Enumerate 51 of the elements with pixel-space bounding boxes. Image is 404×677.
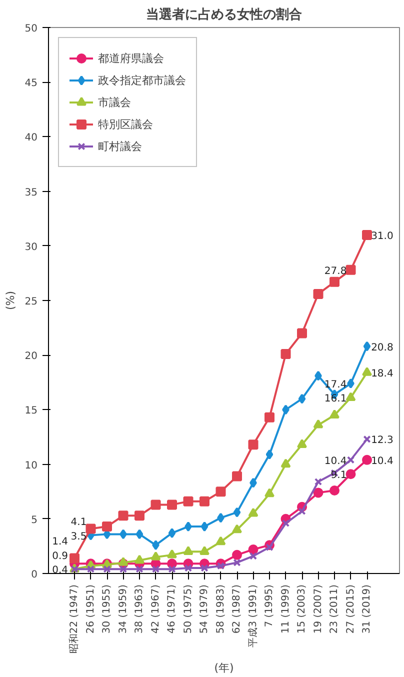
data-label: 10.4 bbox=[371, 456, 394, 467]
data-label: 18.4 bbox=[371, 368, 394, 380]
legend-label: 特別区議会 bbox=[98, 116, 153, 132]
x-axis-title: (年) bbox=[214, 662, 234, 675]
data-label: 4.1 bbox=[70, 517, 87, 528]
y-tick-label: 35 bbox=[24, 187, 38, 198]
data-label: 0.9 bbox=[52, 550, 68, 562]
x-tick-label: 23 (2011) bbox=[329, 584, 340, 634]
data-label: 16.1 bbox=[324, 394, 347, 405]
x-tick-label: 34 (1959) bbox=[118, 584, 129, 634]
data-label: 3.5 bbox=[70, 531, 87, 542]
legend-label: 市議会 bbox=[98, 94, 131, 110]
legend-label: 政令指定都市議会 bbox=[98, 72, 186, 88]
data-label: 12.3 bbox=[371, 435, 394, 446]
x-tick-label: 平成3 (1991) bbox=[246, 584, 259, 648]
x-tick-label: 31 (2019) bbox=[362, 584, 372, 634]
y-tick-label: 15 bbox=[24, 406, 38, 417]
y-tick-label: 10 bbox=[24, 460, 38, 472]
x-tick-label: 30 (1955) bbox=[102, 584, 112, 634]
x-tick-label: 11 (1999) bbox=[280, 584, 292, 634]
y-tick-label: 20 bbox=[24, 351, 38, 362]
y-tick-label: 40 bbox=[24, 132, 38, 144]
x-tick-label: 54 (1979) bbox=[199, 584, 210, 634]
data-label: 20.8 bbox=[371, 342, 394, 354]
data-label: 10.4 bbox=[324, 456, 347, 467]
y-tick-label: 0 bbox=[31, 570, 38, 580]
y-tick-label: 50 bbox=[24, 24, 38, 34]
data-label: 27.8 bbox=[324, 266, 347, 277]
legend-label: 町村議会 bbox=[98, 138, 142, 154]
chart-title: 当選者に占める女性の割合 bbox=[146, 6, 302, 22]
x-tick-label: 46 (1971) bbox=[166, 584, 178, 634]
y-axis-title: (%) bbox=[4, 290, 17, 310]
y-tick-label: 30 bbox=[24, 242, 38, 253]
y-tick-label: 5 bbox=[31, 514, 38, 526]
data-label: 1.4 bbox=[52, 536, 68, 548]
x-tick-label: 62 (1987) bbox=[232, 584, 242, 634]
y-tick-label: 25 bbox=[24, 296, 38, 308]
x-tick-label: 7 (1995) bbox=[264, 584, 275, 628]
x-tick-label: 26 (1951) bbox=[85, 584, 96, 634]
x-tick-label: 15 (2003) bbox=[296, 584, 308, 634]
x-tick-label: 50 (1975) bbox=[182, 584, 194, 634]
y-tick-label: 45 bbox=[24, 78, 38, 90]
x-tick-label: 19 (2007) bbox=[312, 584, 324, 634]
x-tick-label: 昭和22 (1947) bbox=[68, 584, 80, 654]
x-tick-label: 27 (2015) bbox=[345, 584, 356, 634]
legend-label: 都道府県議会 bbox=[98, 50, 164, 66]
x-tick-label: 42 (1967) bbox=[150, 584, 162, 634]
data-label: 9.1 bbox=[330, 470, 347, 482]
x-tick-label: 58 (1983) bbox=[215, 584, 226, 634]
data-label: 0.4 bbox=[52, 565, 68, 576]
x-tick-label: 38 (1963) bbox=[134, 584, 145, 634]
